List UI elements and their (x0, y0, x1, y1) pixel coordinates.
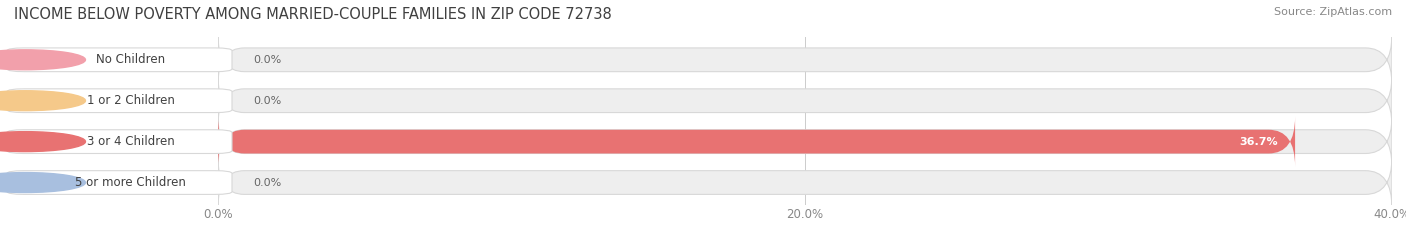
Text: 0.0%: 0.0% (253, 96, 281, 106)
Text: Source: ZipAtlas.com: Source: ZipAtlas.com (1274, 7, 1392, 17)
Text: 0.0%: 0.0% (253, 55, 281, 65)
Text: 3 or 4 Children: 3 or 4 Children (87, 135, 174, 148)
FancyBboxPatch shape (218, 76, 1392, 126)
Text: No Children: No Children (96, 53, 166, 66)
Text: 1 or 2 Children: 1 or 2 Children (87, 94, 174, 107)
FancyBboxPatch shape (218, 158, 1392, 208)
FancyBboxPatch shape (218, 117, 1295, 167)
FancyBboxPatch shape (218, 117, 1392, 167)
Text: 36.7%: 36.7% (1239, 137, 1278, 147)
Text: 0.0%: 0.0% (253, 178, 281, 188)
Text: INCOME BELOW POVERTY AMONG MARRIED-COUPLE FAMILIES IN ZIP CODE 72738: INCOME BELOW POVERTY AMONG MARRIED-COUPL… (14, 7, 612, 22)
FancyBboxPatch shape (218, 35, 1392, 85)
Text: 5 or more Children: 5 or more Children (76, 176, 186, 189)
